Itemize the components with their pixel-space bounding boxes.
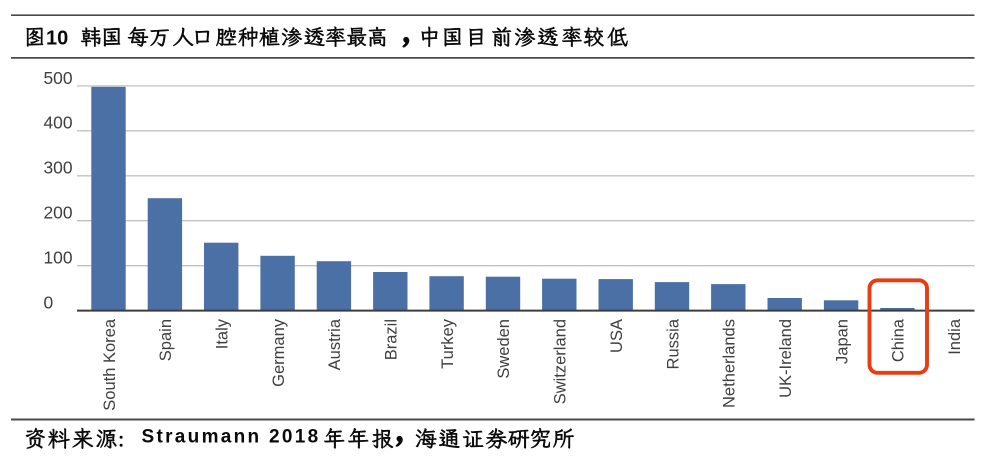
svg-text:UK-Ireland: UK-Ireland bbox=[777, 319, 795, 398]
svg-text:Turkey: Turkey bbox=[439, 318, 457, 369]
svg-text:Sweden: Sweden bbox=[495, 319, 513, 379]
svg-text:100: 100 bbox=[44, 248, 73, 268]
svg-text:Germany: Germany bbox=[270, 318, 288, 387]
svg-text:0: 0 bbox=[44, 293, 54, 313]
svg-text:Spain: Spain bbox=[157, 319, 175, 361]
svg-text:Italy: Italy bbox=[214, 318, 232, 349]
svg-text:Brazil: Brazil bbox=[383, 319, 401, 360]
svg-text:Austria: Austria bbox=[326, 318, 344, 370]
svg-text:500: 500 bbox=[44, 68, 73, 88]
svg-text:10: 10 bbox=[46, 27, 68, 49]
svg-text:USA: USA bbox=[608, 319, 626, 353]
svg-text:South Korea: South Korea bbox=[101, 318, 119, 411]
svg-text:Netherlands: Netherlands bbox=[721, 319, 739, 408]
svg-text:Japan: Japan bbox=[833, 319, 851, 364]
svg-text:300: 300 bbox=[44, 158, 73, 178]
svg-text:India: India bbox=[946, 318, 964, 355]
svg-text:Switzerland: Switzerland bbox=[552, 319, 570, 404]
svg-text:China: China bbox=[890, 318, 908, 362]
svg-text:200: 200 bbox=[44, 203, 73, 223]
svg-text:400: 400 bbox=[44, 113, 73, 133]
svg-text:Russia: Russia bbox=[664, 318, 682, 369]
svg-text:Straumann 2018: Straumann 2018 bbox=[142, 427, 321, 448]
